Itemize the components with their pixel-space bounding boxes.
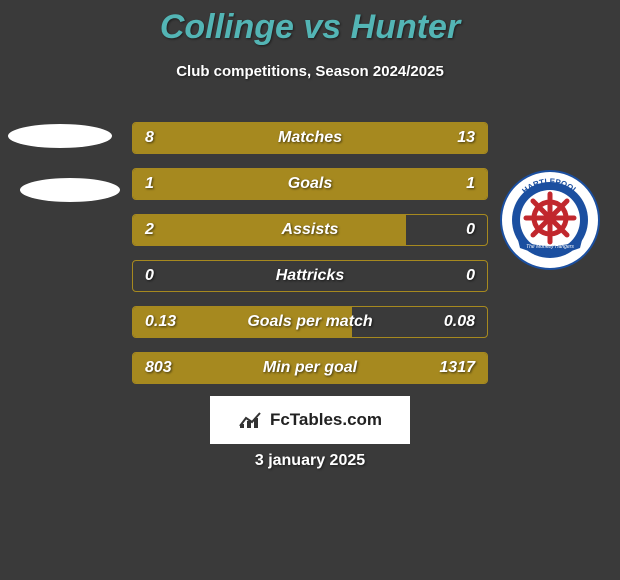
- stat-value-right: 13: [457, 129, 475, 147]
- team-logo-placeholder: [8, 124, 112, 148]
- date-label: 3 january 2025: [0, 452, 620, 470]
- stat-value-left: 0.13: [145, 313, 176, 331]
- fctables-brand: FcTables.com: [210, 396, 410, 444]
- stat-bar-right: [310, 169, 487, 199]
- stat-value-right: 0: [466, 221, 475, 239]
- stat-value-right: 0.08: [444, 313, 475, 331]
- badge-ribbon-text: The Monkey Hangers: [526, 244, 574, 250]
- stat-row: 8031317Min per goal: [132, 352, 488, 384]
- stat-value-left: 1: [145, 175, 154, 193]
- right-team-badge: HARTLEPOOL UNITED F.C The Monkey Hangers: [500, 170, 600, 270]
- page-title: Collinge vs Hunter: [0, 0, 620, 47]
- stat-row: 0 0Hattricks: [132, 260, 488, 292]
- stat-row: 20Assists: [132, 214, 488, 246]
- stat-row: 813Matches: [132, 122, 488, 154]
- stats-area: 813Matches11Goals20Assists00Hattricks0.1…: [132, 122, 488, 398]
- stat-label: Hattricks: [133, 267, 487, 285]
- stat-value-left: 2: [145, 221, 154, 239]
- subtitle: Club competitions, Season 2024/2025: [0, 63, 620, 80]
- stat-value-left: 803: [145, 359, 172, 377]
- stat-row: 0.130.08Goals per match: [132, 306, 488, 338]
- stat-value-right: 1317: [439, 359, 475, 377]
- stat-value-left: 0: [145, 267, 154, 285]
- stat-bar-left: [133, 169, 310, 199]
- fctables-label: FcTables.com: [270, 410, 382, 430]
- stat-value-left: 8: [145, 129, 154, 147]
- stat-bar-left: [133, 215, 406, 245]
- stat-row: 11Goals: [132, 168, 488, 200]
- stat-bar-right: [268, 123, 487, 153]
- team-logo-placeholder: [20, 178, 120, 202]
- stat-value-right: 1: [466, 175, 475, 193]
- stat-value-right: 0: [466, 267, 475, 285]
